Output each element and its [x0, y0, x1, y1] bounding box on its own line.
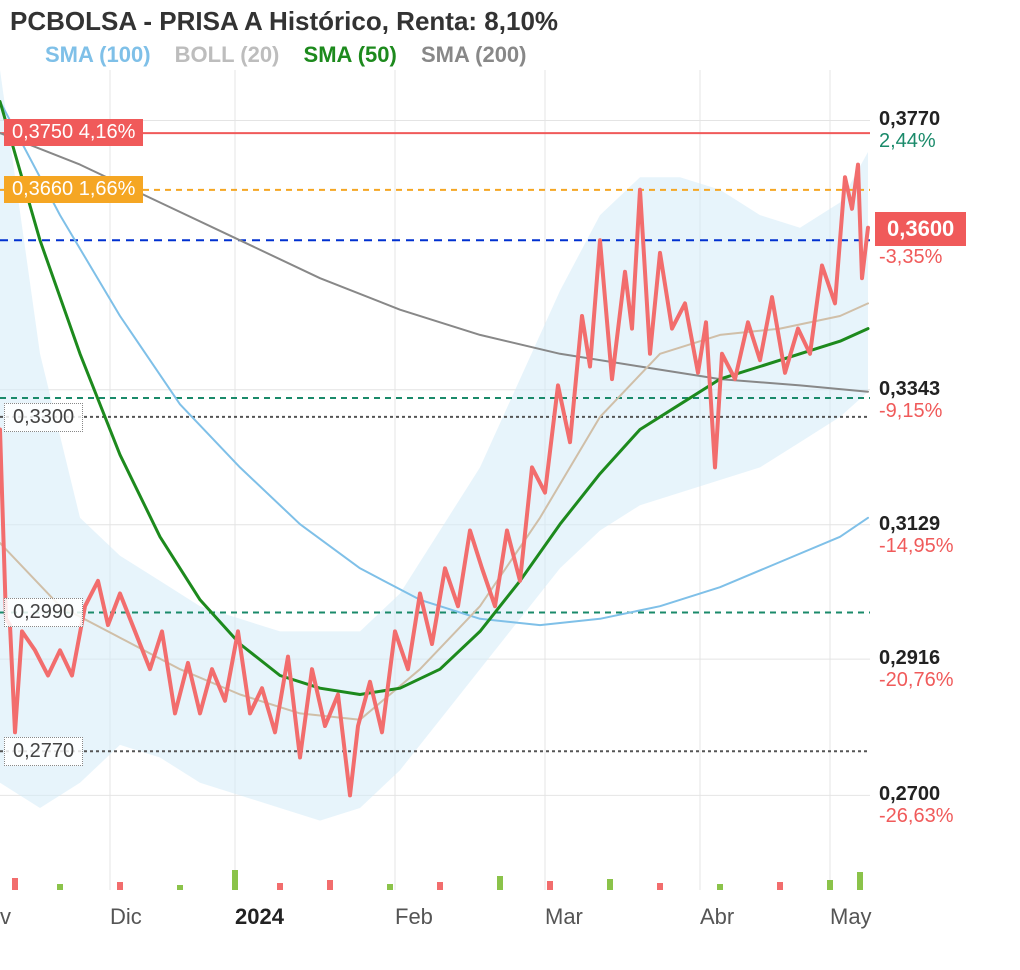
y-axis-value: 0,3129 [879, 513, 940, 536]
level-label: 0,3750 4,16% [4, 119, 143, 146]
x-axis-label: May [830, 904, 872, 930]
level-label: 0,2990 [4, 598, 83, 627]
y-axis-pct: -9,15% [879, 400, 942, 423]
chart-title: PCBOLSA - PRISA A Histórico, Renta: 8,10… [10, 6, 558, 37]
y-axis-value: 0,2700 [879, 783, 940, 806]
y-axis-value: 0,2916 [879, 647, 940, 670]
legend: SMA (100) BOLL (20) SMA (50) SMA (200) [45, 42, 545, 68]
y-axis-pct: -20,76% [879, 669, 954, 692]
plot-area[interactable]: 0,3750 4,16% 0,3660 1,66% 0,3300 0,2990 0,27… [0, 70, 870, 890]
stock-chart: PCBOLSA - PRISA A Histórico, Renta: 8,10… [0, 0, 1020, 970]
y-axis: 0,37702,44% 0,3343-9,15% 0,3129-14,95% 0,29… [875, 70, 1020, 890]
legend-sma200: SMA (200) [421, 42, 527, 67]
level-label: 0,2770 [4, 737, 83, 766]
current-price-pct: -3,35% [879, 246, 942, 269]
x-axis: v Dic 2024 Feb Mar Abr May [0, 900, 870, 930]
x-axis-label: Feb [395, 904, 433, 930]
legend-sma100: SMA (100) [45, 42, 151, 67]
x-axis-label: v [0, 904, 11, 930]
x-axis-label: Dic [110, 904, 142, 930]
y-axis-value: 0,3343 [879, 378, 940, 401]
x-axis-label: Mar [545, 904, 583, 930]
current-price-badge: 0,3600 [875, 212, 966, 246]
legend-sma50: SMA (50) [304, 42, 397, 67]
x-axis-label: Abr [700, 904, 734, 930]
x-axis-label: 2024 [235, 904, 284, 930]
legend-boll20: BOLL (20) [175, 42, 280, 67]
y-axis-pct: -14,95% [879, 535, 954, 558]
y-axis-value: 0,3770 [879, 108, 940, 131]
level-label: 0,3660 1,66% [4, 176, 143, 203]
y-axis-pct: -26,63% [879, 805, 954, 828]
y-axis-pct: 2,44% [879, 130, 936, 153]
level-label: 0,3300 [4, 403, 83, 432]
